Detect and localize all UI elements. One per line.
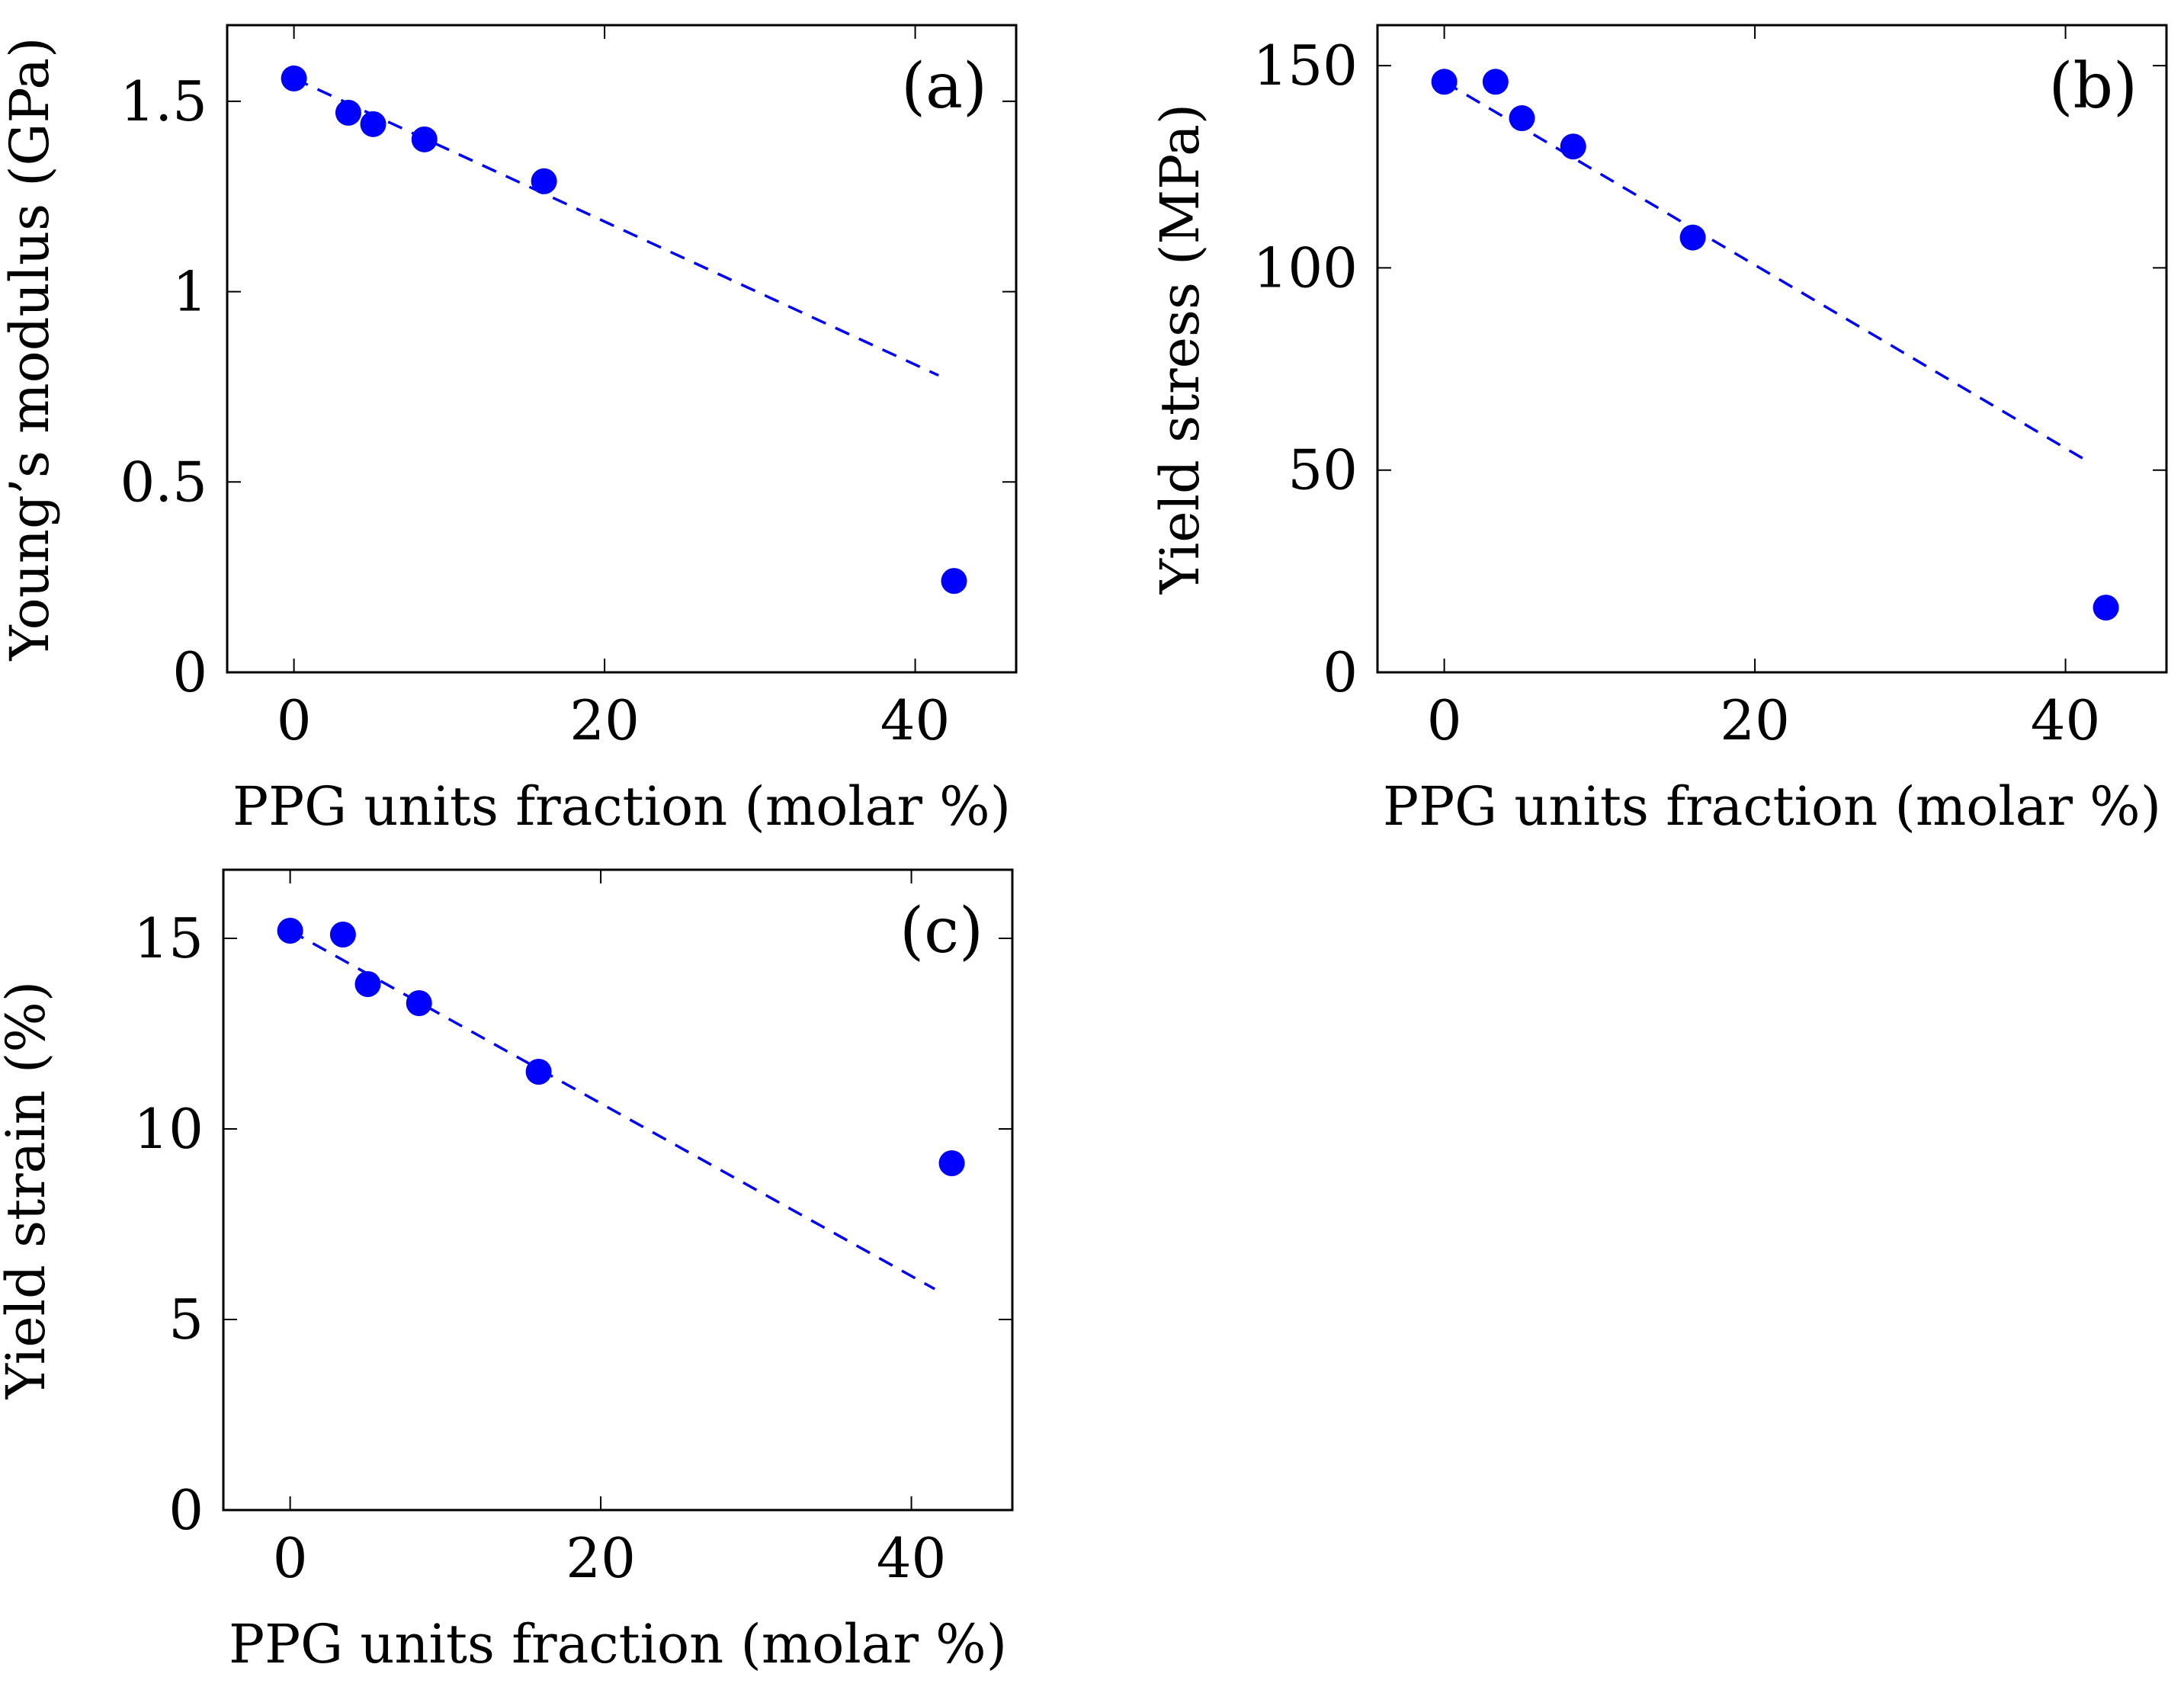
x-tick-label-c: 0 bbox=[273, 1526, 308, 1590]
fit-line-b bbox=[1443, 80, 2090, 463]
y-tick-label-c: 0 bbox=[168, 1478, 204, 1542]
y-axis-title-b: Yield stress (MPa) bbox=[1149, 104, 1211, 595]
panel-label-b: (b) bbox=[2049, 50, 2137, 123]
x-tick-label-a: 0 bbox=[277, 688, 312, 752]
data-point-a bbox=[411, 126, 438, 152]
x-tick-label-c: 20 bbox=[566, 1526, 636, 1590]
x-tick-label-b: 20 bbox=[1720, 688, 1790, 752]
data-point-c bbox=[525, 1059, 552, 1085]
panel-a: 0 20 40 0 0.5 1 1.5 PPG units fraction (molar %… bbox=[0, 24, 1018, 838]
y-tick-label-b: 50 bbox=[1288, 438, 1358, 502]
x-tick-label-a: 20 bbox=[569, 688, 640, 752]
y-tick-label-c: 15 bbox=[133, 906, 204, 970]
x-tick-label-c: 40 bbox=[877, 1526, 947, 1590]
panel-c: 0 20 40 0 5 10 15 PPG units fraction (molar %) Y… bbox=[0, 868, 1014, 1675]
data-point-c bbox=[938, 1150, 965, 1176]
panel-label-a: (a) bbox=[901, 50, 987, 123]
data-point-a bbox=[281, 65, 307, 91]
y-axis-title-a: Young’s modulus (GPa) bbox=[0, 37, 61, 662]
fit-line-c bbox=[289, 929, 935, 1291]
plot-frame-c bbox=[222, 868, 1014, 1512]
y-tick-label-a: 1 bbox=[172, 260, 207, 324]
x-tick-label-b: 40 bbox=[2031, 688, 2101, 752]
y-tick-label-b: 150 bbox=[1253, 34, 1358, 98]
fit-line-a bbox=[293, 77, 939, 377]
panel-b: 0 20 40 0 50 100 150 PPG units fraction (molar … bbox=[1149, 24, 2168, 838]
plot-frame-a bbox=[226, 24, 1018, 674]
y-tick-label-a: 0 bbox=[172, 640, 207, 704]
data-point-b bbox=[1431, 69, 1458, 95]
y-tick-label-a: 0.5 bbox=[120, 450, 207, 514]
data-point-a bbox=[531, 168, 557, 194]
data-point-b bbox=[2093, 595, 2119, 621]
y-tick-label-b: 0 bbox=[1323, 640, 1358, 704]
data-point-b bbox=[1509, 105, 1535, 132]
plot-frame-b bbox=[1376, 24, 2168, 674]
data-point-a bbox=[360, 111, 386, 137]
y-tick-label-c: 5 bbox=[168, 1287, 204, 1352]
data-point-c bbox=[406, 990, 432, 1016]
x-axis-title-a: PPG units fraction (molar %) bbox=[233, 775, 1011, 838]
x-axis-title-c: PPG units fraction (molar %) bbox=[229, 1613, 1007, 1675]
y-tick-label-a: 1.5 bbox=[120, 69, 207, 133]
y-tick-label-b: 100 bbox=[1253, 236, 1358, 300]
data-point-c bbox=[329, 922, 356, 948]
data-point-a bbox=[335, 99, 361, 126]
data-point-b bbox=[1679, 224, 1706, 251]
data-point-c bbox=[277, 918, 303, 944]
y-tick-label-c: 10 bbox=[133, 1097, 204, 1161]
panel-label-c: (c) bbox=[900, 895, 983, 967]
x-tick-label-b: 0 bbox=[1427, 688, 1462, 752]
data-point-b bbox=[1482, 69, 1509, 95]
data-point-b bbox=[1560, 133, 1586, 160]
y-axis-title-c: Yield strain (%) bbox=[0, 981, 57, 1400]
x-axis-title-b: PPG units fraction (molar %) bbox=[1383, 775, 2161, 838]
data-point-a bbox=[941, 568, 967, 595]
data-point-c bbox=[354, 971, 381, 997]
x-tick-label-a: 40 bbox=[880, 688, 951, 752]
